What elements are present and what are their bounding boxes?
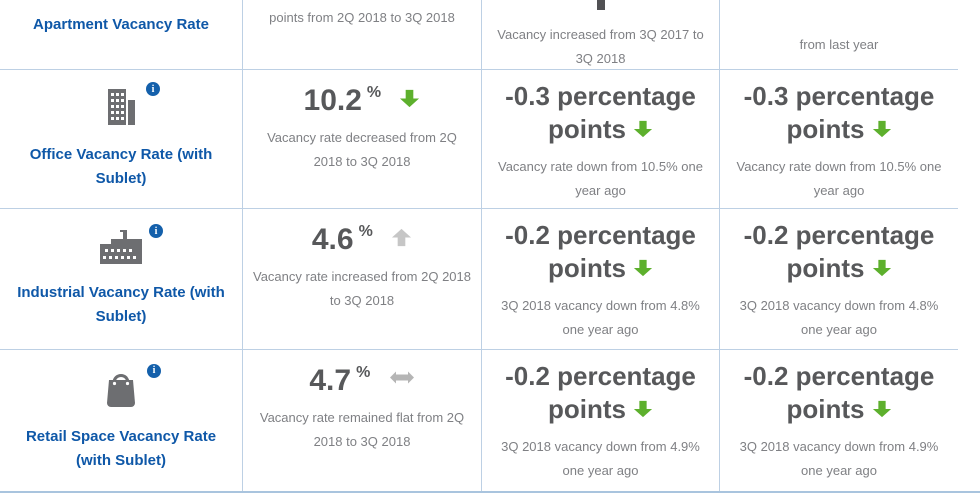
arrow-down-icon <box>633 260 653 277</box>
arrow-left-right-icon <box>389 371 414 384</box>
apartment-quarterly-cell: points from 2Q 2018 to 3Q 2018 <box>243 0 482 69</box>
quarterly-description: Vacancy rate increased from 2Q 2018 to 3… <box>253 269 471 309</box>
quarterly-description: Vacancy rate decreased from 2Q 2018 to 3… <box>267 130 457 170</box>
row-label-industrial: Industrial Vacancy Rate (with Sublet) <box>17 284 225 325</box>
arrow-down-icon <box>872 401 891 418</box>
percent-unit: % <box>358 223 373 240</box>
quarterly-value: 4.6% <box>243 223 481 257</box>
arrow-up-icon <box>392 228 412 247</box>
yoy-change-value: -0.2 percentage points <box>743 220 935 284</box>
office-quarterly-cell: 10.2% Vacancy rate decreased from 2Q 201… <box>243 69 482 208</box>
percent-unit: % <box>366 84 382 101</box>
arrow-down-icon <box>872 260 891 277</box>
yoy-change-value: -0.3 percentage points <box>743 81 935 145</box>
office-yoy-cell-b: -0.3 percentage points Vacancy rate down… <box>720 69 958 208</box>
row-label-apartment: Apartment Vacancy Rate <box>33 16 209 33</box>
office-building-icon <box>108 89 135 125</box>
industrial-yoy-cell-b: -0.2 percentage points 3Q 2018 vacancy d… <box>720 208 958 349</box>
arrow-down-icon <box>872 121 891 138</box>
retail-yoy-cell-a: -0.2 percentage points 3Q 2018 vacancy d… <box>482 349 720 491</box>
vacancy-rates-table: Apartment Vacancy Rate points from 2Q 20… <box>0 0 958 491</box>
industrial-row-label-cell: i Industrial Vacancy Rate (with Sublet) <box>0 208 243 349</box>
row-label-retail: Retail Space Vacancy Rate (with Sublet) <box>25 427 217 469</box>
yoy-description: 3Q 2018 vacancy down from 4.9% one year … <box>501 438 700 478</box>
shopping-bag-icon <box>107 373 135 407</box>
yoy-change-value: -0.2 percentage points <box>505 361 696 425</box>
office-row-label-cell: i Office Vacancy Rate (with Sublet) <box>0 69 243 208</box>
arrow-down-icon <box>400 89 420 108</box>
yoy-change-value: -0.3 percentage points <box>505 81 696 145</box>
apartment-row-label-cell: Apartment Vacancy Rate <box>0 0 243 69</box>
arrow-down-icon <box>633 121 653 138</box>
yoy-description: Vacancy increased from 3Q 2017 to 3Q 201… <box>497 27 704 67</box>
info-icon[interactable]: i <box>147 363 161 378</box>
quarterly-description: Vacancy rate remained flat from 2Q 2018 … <box>259 410 465 450</box>
yoy-description: 3Q 2018 vacancy down from 4.8% one year … <box>739 297 939 337</box>
info-icon[interactable]: i <box>146 82 160 96</box>
quarterly-value: 4.7% <box>243 364 481 398</box>
yoy-description: Vacancy rate down from 10.5% one year ag… <box>498 158 703 198</box>
yoy-description: Vacancy rate down from 10.5% one year ag… <box>736 158 942 198</box>
yoy-change-value: -0.2 percentage points <box>743 361 935 425</box>
arrow-down-icon <box>633 401 653 418</box>
clipped-arrow-icon <box>596 0 605 10</box>
apartment-yoy-cell-b: from last year <box>720 0 958 69</box>
industrial-quarterly-cell: 4.6% Vacancy rate increased from 2Q 2018… <box>243 208 482 349</box>
apartment-yoy-cell-a: Vacancy increased from 3Q 2017 to 3Q 201… <box>482 0 720 69</box>
table-bottom-border <box>0 491 980 493</box>
yoy-description: from last year <box>799 37 879 52</box>
retail-quarterly-cell: 4.7% Vacancy rate remained flat from 2Q … <box>243 349 482 491</box>
office-yoy-cell-a: -0.3 percentage points Vacancy rate down… <box>482 69 720 208</box>
quarterly-description: points from 2Q 2018 to 3Q 2018 <box>269 10 455 25</box>
retail-row-label-cell: i Retail Space Vacancy Rate (with Sublet… <box>0 349 243 491</box>
industrial-yoy-cell-a: -0.2 percentage points 3Q 2018 vacancy d… <box>482 208 720 349</box>
yoy-change-value: -0.2 percentage points <box>505 220 696 284</box>
info-icon[interactable]: i <box>149 224 163 238</box>
row-label-office: Office Vacancy Rate (with Sublet) <box>29 146 213 187</box>
yoy-description: 3Q 2018 vacancy down from 4.8% one year … <box>501 297 700 337</box>
retail-yoy-cell-b: -0.2 percentage points 3Q 2018 vacancy d… <box>720 349 958 491</box>
percent-unit: % <box>356 364 371 381</box>
quarterly-value: 10.2% <box>243 84 481 118</box>
yoy-description: 3Q 2018 vacancy down from 4.9% one year … <box>739 438 939 478</box>
factory-icon <box>100 230 142 264</box>
